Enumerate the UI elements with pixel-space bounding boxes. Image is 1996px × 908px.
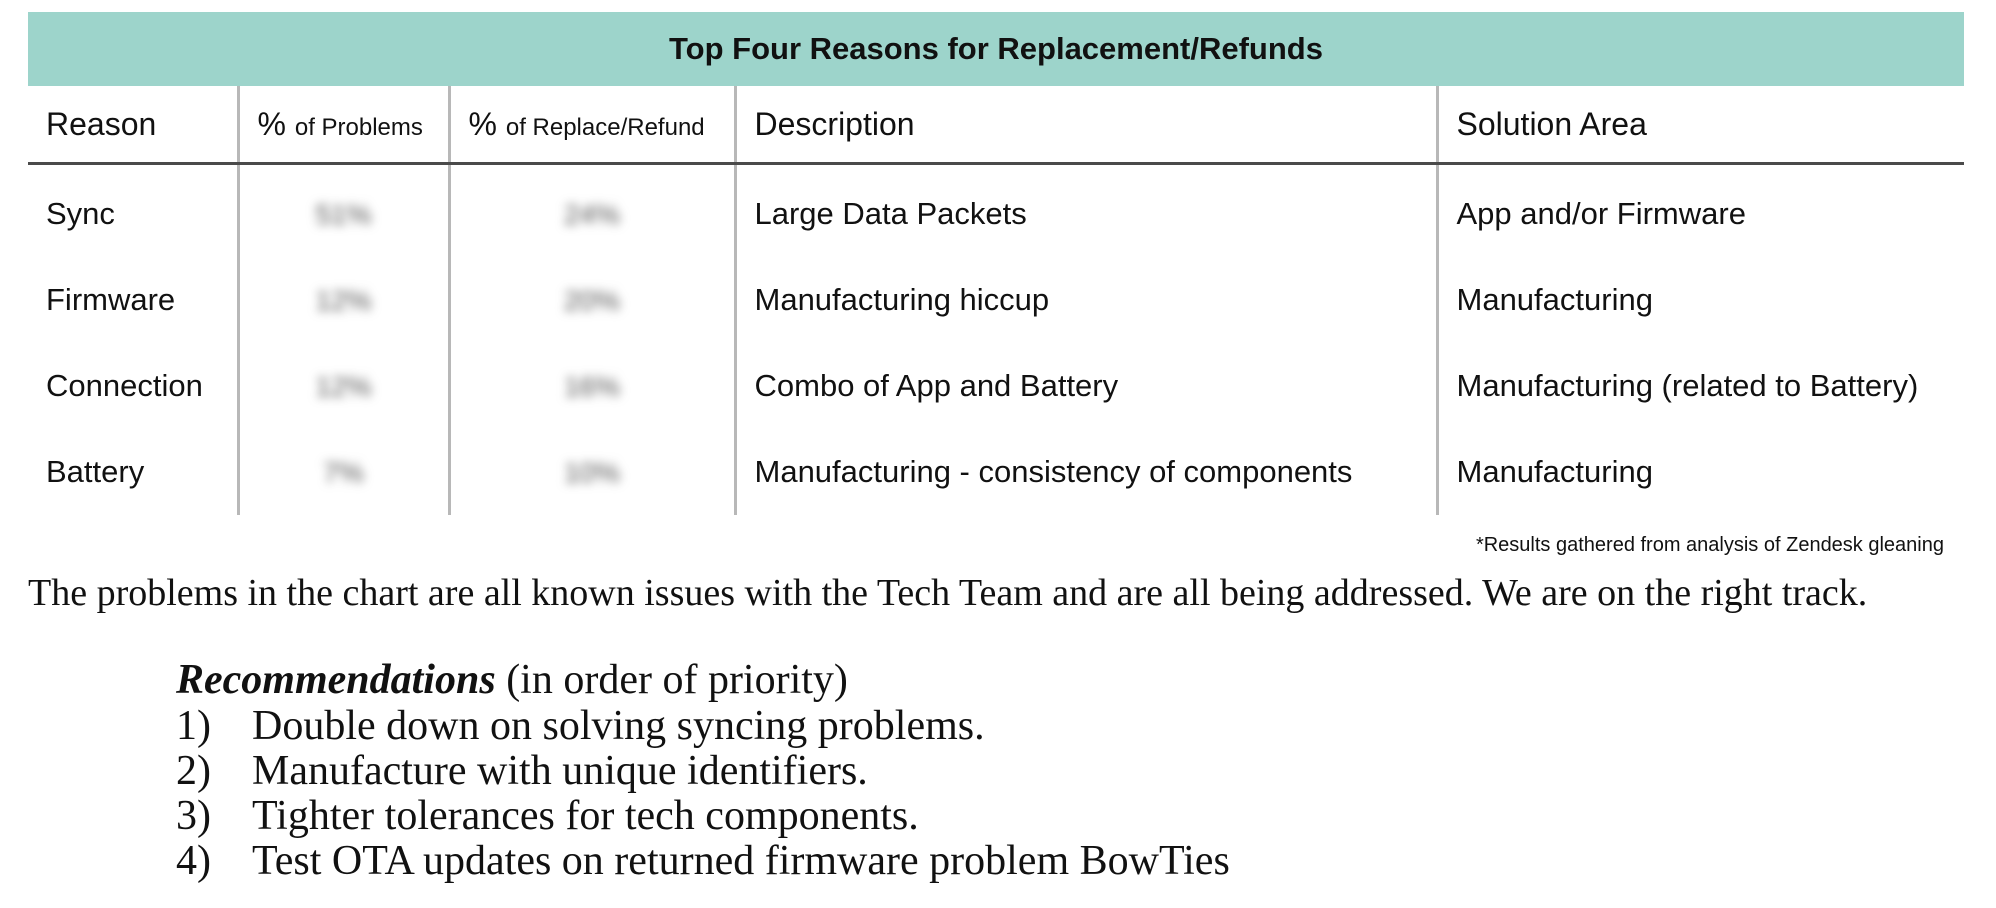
cell-pct-problems: 51% bbox=[238, 163, 451, 257]
recommendations-list: 1) Double down on solving syncing problem… bbox=[176, 704, 1230, 884]
cell-pct-problems: 7% bbox=[238, 429, 451, 515]
cell-description: Manufacturing hiccup bbox=[735, 257, 1439, 343]
header-pct-replace: % of Replace/Refund bbox=[449, 86, 737, 165]
list-item: 4) Test OTA updates on returned firmware … bbox=[176, 839, 1230, 884]
table-row: Battery 7% 10% Manufacturing - consisten… bbox=[28, 429, 1964, 515]
header-reason: Reason bbox=[28, 86, 240, 165]
table-footnote: *Results gathered from analysis of Zende… bbox=[1475, 534, 1944, 556]
list-item: 3) Tighter tolerances for tech components… bbox=[176, 794, 1230, 839]
header-pct-problems: % of Problems bbox=[238, 86, 451, 165]
list-item: 2) Manufacture with unique identifiers. bbox=[176, 749, 1230, 794]
cell-solution: Manufacturing (related to Battery) bbox=[1456, 368, 1919, 403]
cell-pct-replace: 10% bbox=[449, 429, 737, 515]
recommendations-heading: Recommendations (in order of priority) bbox=[176, 656, 1230, 704]
cell-reason: Sync bbox=[28, 163, 240, 257]
list-item-text: Test OTA updates on returned firmware pr… bbox=[252, 838, 1230, 884]
list-item: 1) Double down on solving syncing problem… bbox=[176, 704, 1230, 749]
list-item-text: Manufacture with unique identifiers. bbox=[252, 748, 868, 794]
header-description: Description bbox=[735, 86, 1439, 165]
cell-pct-problems: 12% bbox=[238, 257, 451, 343]
cell-reason: Firmware bbox=[28, 257, 240, 343]
summary-paragraph: The problems in the chart are all known … bbox=[28, 572, 1868, 614]
cell-description: Combo of App and Battery bbox=[735, 343, 1439, 429]
reasons-table-section: Top Four Reasons for Replacement/Refunds… bbox=[28, 12, 1964, 515]
list-item-text: Double down on solving syncing problems. bbox=[252, 703, 985, 749]
cell-description: Manufacturing - consistency of component… bbox=[735, 429, 1439, 515]
header-solution: Solution Area bbox=[1437, 86, 1964, 165]
table-row: Sync 51% 24% Large Data Packets App and/… bbox=[28, 163, 1964, 257]
cell-solution: Manufacturing bbox=[1456, 282, 1653, 317]
list-item-number: 3) bbox=[176, 793, 211, 839]
list-item-number: 1) bbox=[176, 703, 211, 749]
table-row: Connection 12% 16% Combo of App and Batt… bbox=[28, 343, 1964, 429]
table-header-row: Reason % of Problems % of Replace/Refund… bbox=[28, 86, 1964, 165]
cell-pct-replace: 24% bbox=[449, 163, 737, 257]
cell-reason: Connection bbox=[28, 343, 240, 429]
recommendations-heading-emphasis: Recommendations bbox=[176, 657, 496, 703]
cell-reason: Battery bbox=[28, 429, 240, 515]
cell-pct-replace: 20% bbox=[449, 257, 737, 343]
recommendations-section: Recommendations (in order of priority) 1… bbox=[176, 656, 1230, 884]
list-item-number: 4) bbox=[176, 838, 211, 884]
cell-solution: App and/or Firmware bbox=[1456, 196, 1746, 231]
list-item-number: 2) bbox=[176, 748, 211, 794]
recommendations-heading-rest: (in order of priority) bbox=[495, 657, 848, 703]
cell-pct-problems: 12% bbox=[238, 343, 451, 429]
table-row: Firmware 12% 20% Manufacturing hiccup Ma… bbox=[28, 257, 1964, 343]
list-item-text: Tighter tolerances for tech components. bbox=[252, 793, 919, 839]
cell-pct-replace: 16% bbox=[449, 343, 737, 429]
reasons-table: Reason % of Problems % of Replace/Refund… bbox=[28, 86, 1964, 515]
cell-solution: Manufacturing bbox=[1456, 454, 1653, 489]
cell-description: Large Data Packets bbox=[735, 163, 1439, 257]
table-title: Top Four Reasons for Replacement/Refunds bbox=[28, 12, 1964, 86]
